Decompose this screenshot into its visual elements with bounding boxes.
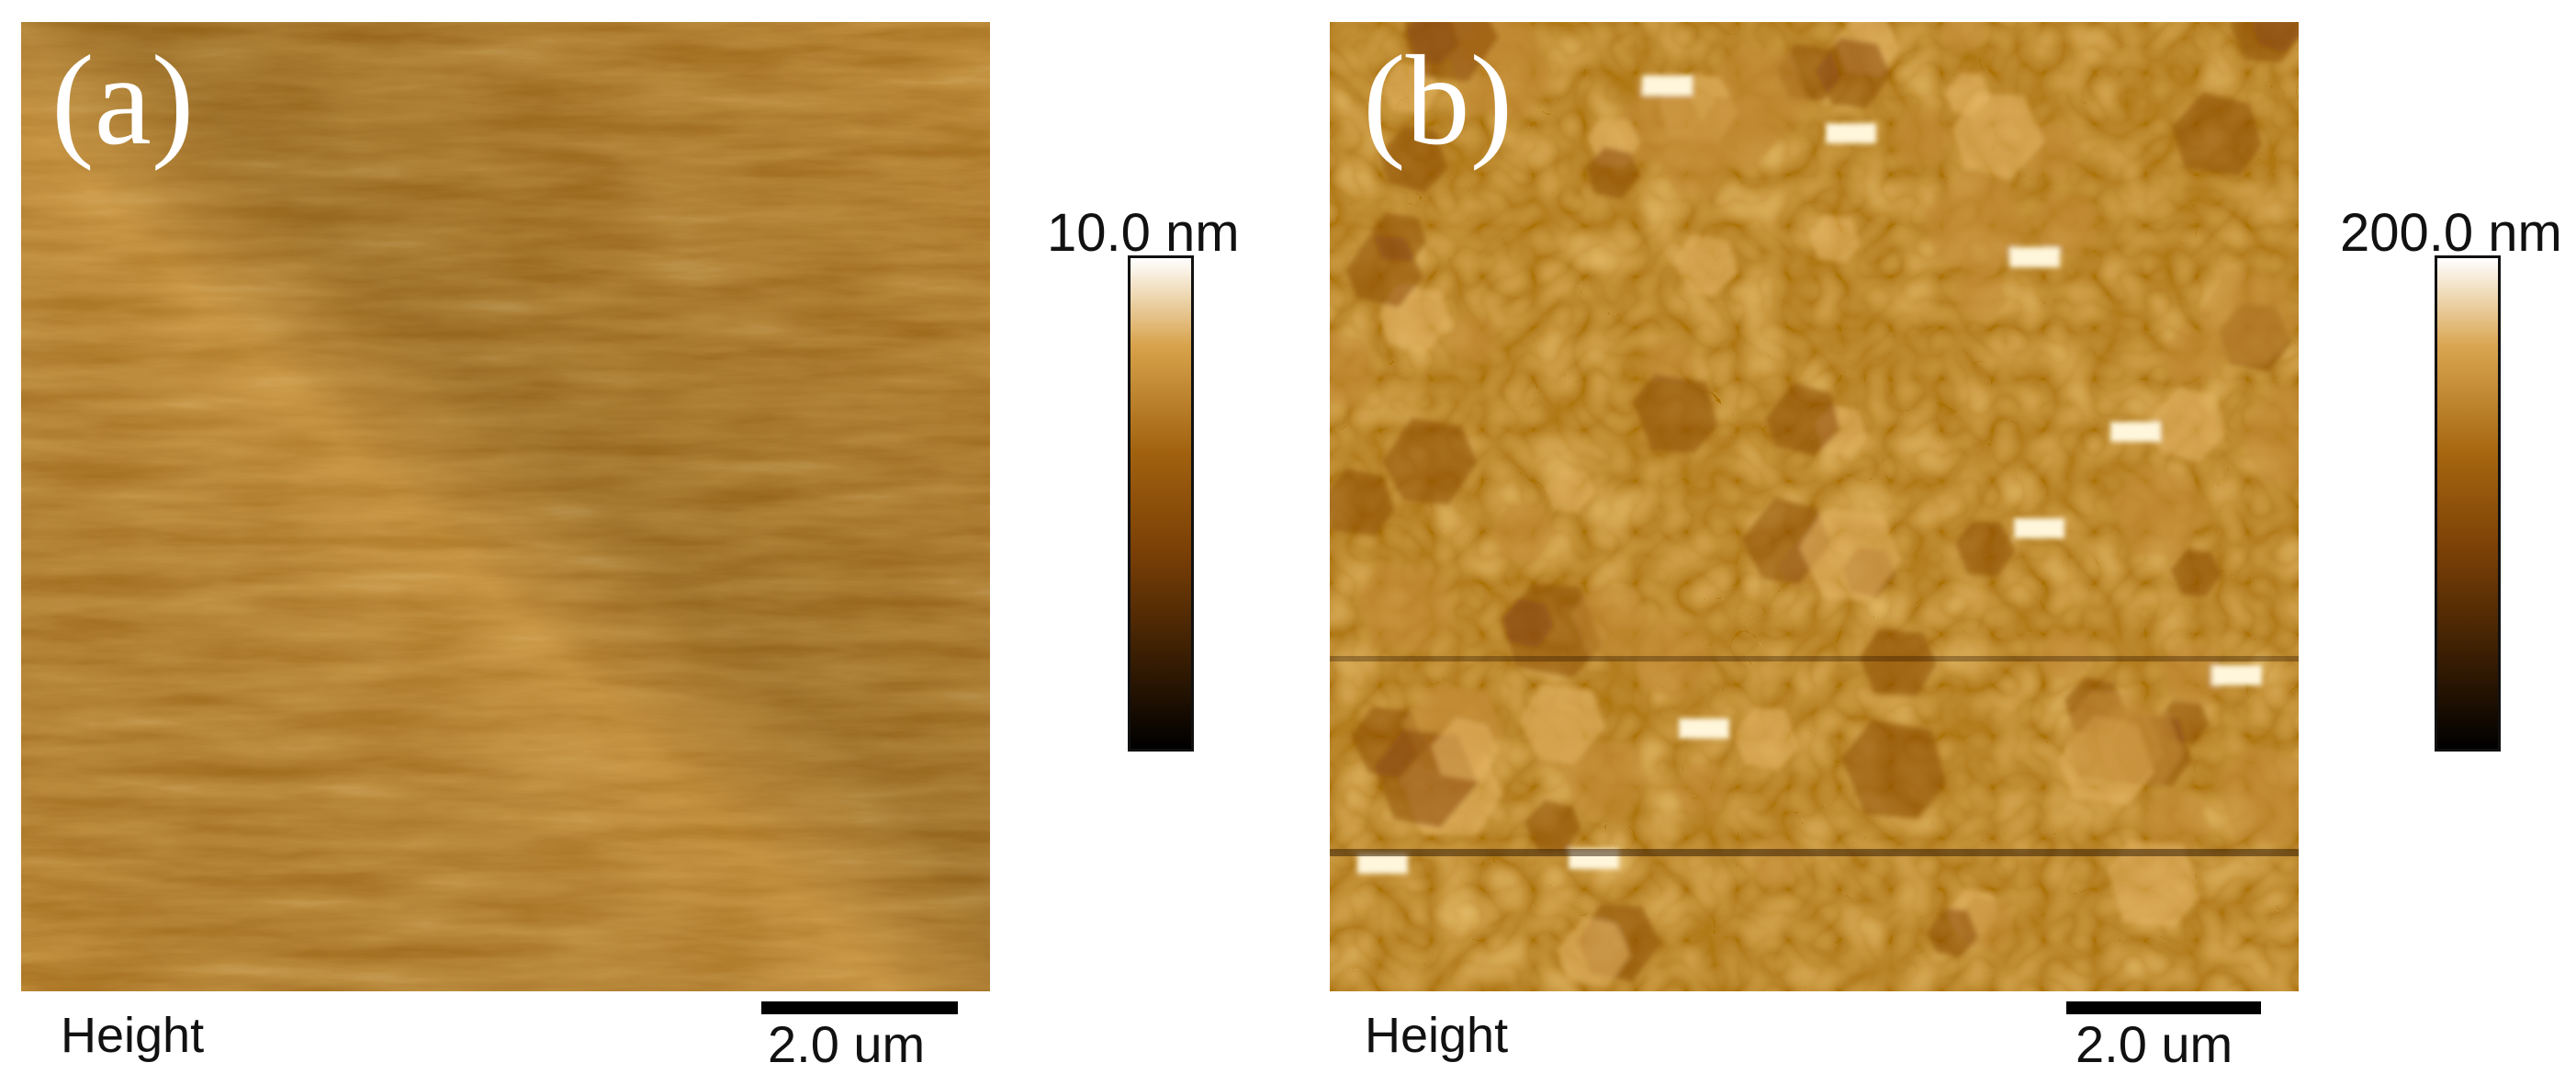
afm-bright-spot (1679, 718, 1729, 739)
afm-texture-a (21, 22, 990, 991)
afm-texture-b (1330, 22, 2299, 991)
afm-grain-shape (1927, 908, 1979, 957)
channel-label-a: Height (61, 1008, 205, 1063)
afm-grain-shape (1382, 417, 1478, 505)
afm-grain-shape (1402, 22, 1459, 65)
afm-grain-shape (2170, 548, 2222, 597)
afm-grain-shape (2229, 22, 2299, 62)
afm-grain-shape (1545, 466, 1595, 514)
afm-grain-shape (1859, 628, 1937, 696)
afm-grain-shape (1356, 561, 1454, 653)
afm-grain-shape (2107, 841, 2201, 928)
afm-grain-shape (1841, 720, 1947, 819)
afm-grain-shape (1445, 315, 1499, 365)
afm-bright-spot (1357, 854, 1408, 874)
afm-bright-spot (1642, 75, 1693, 96)
afm-grain-shape (1693, 96, 1777, 173)
afm-grain-shape (1808, 214, 1861, 263)
channel-label-b: Height (1365, 1008, 1509, 1063)
afm-grain-shape (1940, 22, 1987, 51)
afm-terrace-a (21, 22, 990, 991)
afm-grain-shape (1749, 836, 1803, 886)
afm-grain-shape (2032, 193, 2100, 257)
colorbar-max-label-b: 200.0 nm (2340, 203, 2562, 263)
afm-grain-shape (2112, 467, 2209, 558)
afm-bright-spot (2009, 247, 2060, 267)
afm-grain-shape (1890, 107, 1953, 165)
afm-grain-shape (1645, 338, 1695, 385)
afm-grain-shape (1379, 125, 1448, 193)
afm-grain-shape (1765, 382, 1840, 457)
afm-grain-shape (1799, 508, 1902, 601)
afm-grain-shape (2198, 269, 2299, 366)
afm-grain-shape (1519, 684, 1606, 764)
afm-grain-shape (2172, 92, 2262, 176)
afm-bright-spot (2014, 518, 2064, 538)
afm-height-image-a (21, 22, 990, 991)
afm-grain-shape (1330, 468, 1395, 537)
afm-grain-shape (1922, 171, 2031, 276)
afm-grain-shape (1371, 212, 1427, 262)
afm-grain-shape (1952, 268, 2008, 321)
scale-bar-b (2066, 1001, 2261, 1014)
afm-height-image-b (1330, 22, 2299, 991)
colorbar-a (1128, 255, 1194, 752)
afm-grain-shape (1524, 799, 1581, 853)
panel-label-a: (a) (51, 29, 195, 172)
afm-scanline-artifact-b2 (1330, 656, 2299, 661)
scale-bar-label-a: 2.0 um (768, 1015, 926, 1073)
afm-grain-shape (1556, 917, 1631, 988)
afm-grain-shape (1955, 522, 2016, 577)
colorbar-b (2435, 255, 2501, 752)
afm-grain-shape (2062, 691, 2165, 786)
colorbar-max-label-a: 10.0 nm (1047, 203, 1240, 263)
afm-grain-shape (1562, 740, 1650, 820)
afm-grain-shape (2159, 325, 2222, 383)
afm-grain-shape (1330, 331, 1378, 408)
afm-grain-shape (2140, 787, 2210, 854)
afm-grain-shape (1672, 233, 1738, 297)
afm-grain-shape (1633, 374, 1718, 453)
afm-grain-shape (1952, 94, 2045, 181)
afm-grain-shape (1816, 38, 1892, 108)
afm-bright-spot (2211, 665, 2262, 685)
afm-bright-spots-b (1330, 22, 2299, 988)
afm-grain-shape (2159, 642, 2227, 706)
afm-grain-shape (1632, 619, 1715, 701)
afm-grain-shape (2149, 387, 2227, 463)
afm-grain-shape (1585, 147, 1640, 199)
panel-b: (b) 200.0 nm Height 2.0 um (1288, 0, 2573, 1074)
afm-bright-spot (1826, 123, 1876, 143)
scale-bar-label-b: 2.0 um (2075, 1015, 2233, 1073)
afm-grain-shape (1431, 718, 1500, 782)
afm-grain-shape (1501, 598, 1554, 649)
panel-label-b: (b) (1363, 29, 1513, 172)
afm-scanline-artifact-b (1330, 849, 2299, 856)
afm-grain-shape (1570, 584, 1651, 660)
panel-a: (a) 10.0 nm Height 2.0 um (0, 0, 1286, 1074)
scale-bar-a (761, 1001, 958, 1014)
afm-bright-spot (2110, 422, 2161, 442)
afm-grain-shape (1490, 503, 1558, 566)
afm-grain-shape (2236, 384, 2299, 487)
afm-grain-shape (1944, 72, 1991, 117)
afm-grain-shape (2037, 629, 2093, 681)
afm-grain-shape (1672, 762, 1729, 816)
afm-grain-shape (2214, 745, 2299, 844)
afm-grain-shape (1733, 707, 1800, 771)
